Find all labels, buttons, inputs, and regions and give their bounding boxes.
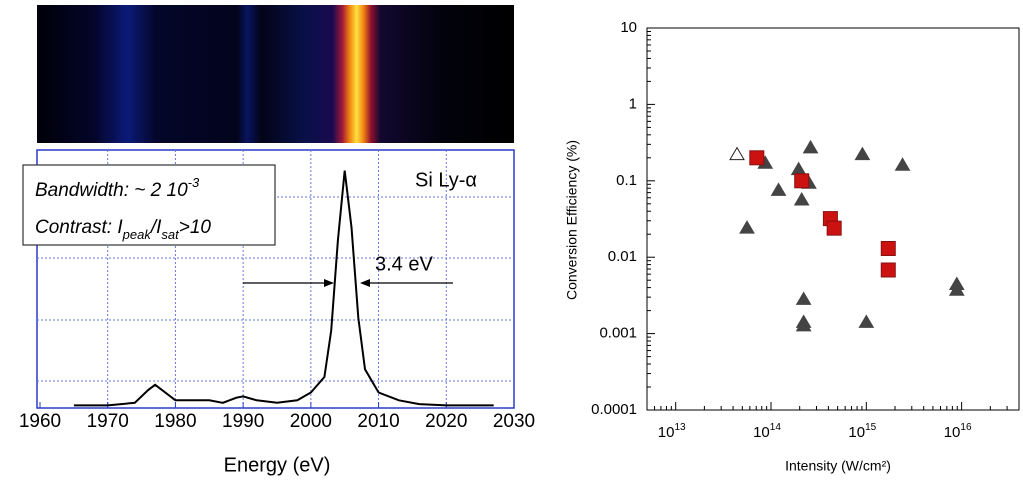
x-tick-label: 1013 <box>658 422 686 441</box>
y-tick-label: 10 <box>620 19 637 36</box>
box-text-part: >10 <box>179 217 212 238</box>
box-text-part: Contrast: I <box>35 217 123 238</box>
x-tick-base: 10 <box>658 424 675 441</box>
y-tick-label: 0.1 <box>616 172 637 189</box>
point <box>881 241 895 255</box>
y-tick-label: 0.001 <box>599 325 637 342</box>
point <box>792 163 806 175</box>
box-text-part: peak <box>122 227 153 242</box>
x-tick-base: 10 <box>944 424 961 441</box>
x-tick-label: 1970 <box>87 411 129 432</box>
point <box>772 183 786 195</box>
x-axis-label: Energy (eV) <box>224 454 331 476</box>
figure: 1960 1970 1980 1990 2000 2010 2020 2030 Energy (… <box>0 0 1023 484</box>
point <box>795 193 809 205</box>
x-axis-label: Intensity (W/cm²) <box>785 458 891 474</box>
x-tick-label: 1980 <box>154 411 196 432</box>
point <box>859 315 873 327</box>
point <box>797 292 811 304</box>
x-tick-base: 10 <box>848 424 865 441</box>
point <box>855 148 869 160</box>
point <box>896 158 910 170</box>
x-tick-label: 2000 <box>290 411 332 432</box>
point <box>795 174 809 188</box>
point <box>804 141 818 153</box>
y-tick-label: 1 <box>629 95 637 112</box>
spectrum-image <box>37 5 514 143</box>
x-tick-base: 10 <box>753 424 770 441</box>
x-tick-exponent: 15 <box>865 422 877 433</box>
width-label: 3.4 eV <box>375 253 433 275</box>
point <box>730 148 744 160</box>
x-tick-label: 1016 <box>944 422 972 441</box>
x-tick-exponent: 14 <box>770 422 782 433</box>
box-text-part: /I <box>149 217 162 238</box>
point <box>827 221 841 235</box>
box-text-part: Bandwidth: ~ 2 10 <box>35 180 188 201</box>
point <box>740 221 754 233</box>
x-tick-label: 2020 <box>425 411 467 432</box>
y-tick-label: 0.01 <box>608 248 637 265</box>
box-text-part: -3 <box>188 175 200 190</box>
annotation: Si Ly-α <box>415 169 477 191</box>
x-tick-label: 2030 <box>493 411 535 432</box>
x-tick-label: 1015 <box>848 422 876 441</box>
box-text-part: sat <box>161 227 180 242</box>
x-tick-label: 1014 <box>753 422 781 441</box>
x-tick-label: 2010 <box>357 411 399 432</box>
point <box>881 263 895 277</box>
x-tick-exponent: 13 <box>674 422 686 433</box>
y-axis-label: Conversion Efficiency (%) <box>564 140 580 300</box>
x-tick-label: 1990 <box>222 411 264 432</box>
x-tick-label: 1960 <box>19 411 61 432</box>
point <box>750 151 764 165</box>
y-tick-label: 0.0001 <box>591 401 637 418</box>
x-tick-exponent: 16 <box>960 422 972 433</box>
